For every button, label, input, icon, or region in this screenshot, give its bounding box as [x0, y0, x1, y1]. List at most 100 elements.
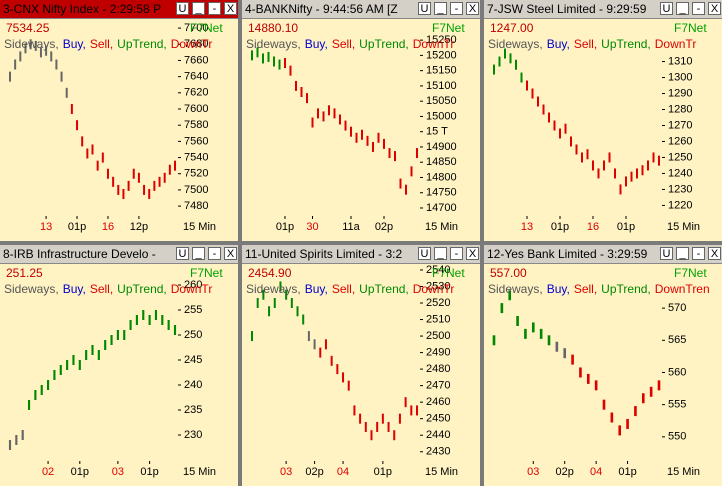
price-bar: [106, 168, 109, 179]
price-bar: [91, 144, 94, 155]
window-button[interactable]: _: [676, 247, 689, 260]
price-bar: [14, 59, 17, 70]
price-bar: [515, 59, 517, 70]
price-bar: [251, 50, 253, 61]
price-bar: [537, 96, 539, 107]
price-bar: [350, 126, 352, 137]
window-button[interactable]: X: [466, 2, 479, 15]
legend-item: DownTr: [170, 282, 213, 296]
window-button[interactable]: -: [208, 247, 221, 260]
window-button[interactable]: -: [450, 247, 463, 260]
price-bar: [158, 176, 161, 187]
window-button[interactable]: X: [466, 247, 479, 260]
price-bar: [91, 345, 94, 355]
x-tick-label: 03: [280, 466, 292, 478]
price-bar: [9, 71, 11, 82]
window-button[interactable]: X: [708, 247, 721, 260]
price-bar: [285, 289, 288, 300]
last-price: 557.00: [490, 266, 527, 280]
window-button[interactable]: _: [676, 2, 689, 15]
x-tick-label: 04: [590, 466, 602, 478]
price-bar: [65, 87, 68, 98]
price-bar: [319, 347, 322, 358]
price-bar: [594, 380, 598, 391]
window-button[interactable]: _: [192, 2, 205, 15]
window-button[interactable]: U: [176, 2, 189, 15]
window-button[interactable]: _: [434, 2, 447, 15]
y-tick-label: 15100: [426, 80, 457, 92]
price-bar: [498, 56, 501, 67]
price-bar: [531, 322, 535, 333]
window-button[interactable]: X: [708, 2, 721, 15]
price-bar: [153, 180, 156, 191]
window-button[interactable]: _: [434, 247, 447, 260]
legend-item: DownTr: [412, 282, 455, 296]
price-bar: [96, 160, 99, 171]
price-bar: [19, 51, 22, 62]
legend-item: Buy,: [304, 37, 328, 51]
window-button[interactable]: -: [450, 2, 463, 15]
price-bar: [500, 303, 504, 314]
price-bar: [658, 155, 660, 166]
window-button[interactable]: U: [660, 247, 673, 260]
price-bar: [273, 298, 276, 309]
price-bar: [300, 87, 303, 98]
price-bar: [542, 104, 545, 115]
price-bar: [273, 56, 275, 67]
price-bar: [526, 80, 528, 91]
last-price: 7534.25: [6, 21, 50, 35]
title-bar: 3-CNX Nifty Index - 2:29:58 P U _ - X: [0, 0, 238, 19]
window-button[interactable]: -: [692, 247, 705, 260]
y-tick-label: 570: [668, 302, 686, 314]
source-label: F7Net: [674, 266, 707, 280]
y-tick-label: 1310: [668, 55, 692, 67]
price-bar: [657, 380, 661, 391]
window-title: 7-JSW Steel Limited - 9:29:59: [487, 2, 647, 16]
title-bar: 11-United Spirits Limited - 3:2 U _ - X: [242, 245, 480, 264]
window-button[interactable]: U: [176, 247, 189, 260]
chart: 1220 1230 1240 1250 1260 1270 1280 1290 1300 1310…: [493, 48, 700, 233]
y-tick-label: 7500: [184, 184, 208, 196]
chart: 230 235 240 245 250 255 260 02 01p 03 01p 15 Min: [8, 279, 216, 478]
window-button[interactable]: U: [418, 2, 431, 15]
window-button[interactable]: U: [660, 2, 673, 15]
price-bar: [597, 168, 600, 179]
price-bar: [148, 188, 151, 199]
window-button[interactable]: U: [418, 247, 431, 260]
price-bar: [72, 355, 75, 365]
y-tick-label: 7560: [184, 135, 208, 147]
price-bar: [342, 372, 345, 383]
window-button[interactable]: _: [192, 247, 205, 260]
price-bar: [328, 105, 330, 116]
legend-item: UpTrend,: [601, 282, 651, 296]
price-bar: [366, 135, 369, 146]
y-tick-label: 15000: [426, 110, 457, 122]
price-bar: [330, 355, 333, 366]
timeframe-label: 15 Min: [425, 466, 458, 478]
price-bar: [641, 165, 644, 176]
price-bar: [619, 184, 622, 195]
window-button[interactable]: -: [208, 2, 221, 15]
y-tick-label: 7620: [184, 87, 208, 99]
price-bar: [387, 421, 390, 432]
price-bar: [399, 178, 402, 189]
price-bar: [112, 176, 115, 187]
price-bar: [117, 184, 120, 195]
price-bar: [296, 306, 299, 317]
price-bar: [29, 39, 32, 50]
timeframe-label: 15 Min: [667, 466, 700, 478]
price-bar: [279, 281, 282, 292]
legend-item: Sideways,: [4, 37, 59, 51]
legend-item: Buy,: [62, 37, 86, 51]
y-tick-label: 7480: [184, 200, 208, 212]
window-button[interactable]: -: [692, 2, 705, 15]
price-bar: [630, 171, 633, 182]
chart-panel: 1220 1230 1240 1250 1260 1270 1280 1290 1300 1310…: [484, 0, 722, 241]
price-bar: [268, 306, 271, 317]
window-button[interactable]: X: [224, 247, 237, 260]
legend: Sideways, Buy, Sell, UpTrend, DownTr: [246, 282, 478, 296]
window-button[interactable]: X: [224, 2, 237, 15]
x-tick-label: 11a: [342, 221, 360, 233]
price-bar: [634, 406, 637, 417]
x-tick-label: 16: [102, 221, 114, 233]
